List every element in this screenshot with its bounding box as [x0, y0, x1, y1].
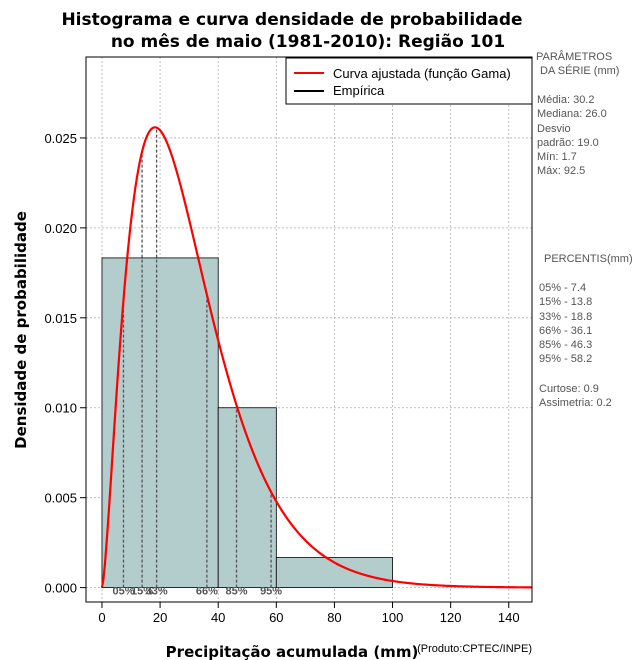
percentile-line: 95% - 58.2: [539, 353, 592, 365]
percentile-label-05: 05%: [112, 586, 134, 598]
stat-line: Mín: 1.7: [537, 151, 577, 163]
x-tick-label: 100: [382, 610, 404, 625]
legend: Curva ajustada (função Gama) Empírica: [285, 57, 533, 105]
y-tick-label: 0.005: [44, 491, 77, 506]
percentile-line: 15% - 13.8: [539, 296, 592, 308]
x-axis-label: Precipitação acumulada (mm): [166, 643, 419, 660]
percentile-line: 66% - 36.1: [539, 325, 592, 337]
percentiles-header: PERCENTIS(mm): [544, 253, 633, 265]
x-tick-label: 20: [153, 610, 167, 625]
kurtosis-line: Curtose: 0.9: [539, 383, 599, 395]
percentile-label-85: 85%: [225, 586, 247, 598]
x-axis: 0 20 40 60 80 100 120 140: [98, 602, 520, 625]
percentiles-panel: PERCENTIS(mm) 05% - 7.4 15% - 13.8 33% -…: [539, 253, 633, 409]
stat-line: Mediana: 26.0: [537, 108, 607, 120]
y-tick-label: 0.000: [44, 581, 77, 596]
x-tick-label: 120: [440, 610, 462, 625]
stat-line: Máx: 92.5: [537, 165, 585, 177]
percentile-label-33: 33%: [146, 586, 168, 598]
x-tick-label: 60: [269, 610, 283, 625]
y-axis-label: Densidade de probabilidade: [12, 211, 30, 449]
gamma-curve: [100, 126, 532, 589]
x-tick-label: 140: [498, 610, 520, 625]
parameters-header-1: PARÂMETROS: [536, 50, 612, 63]
x-tick-label: 80: [327, 610, 341, 625]
percentile-label-95: 95%: [260, 586, 282, 598]
stat-line: Média: 30.2: [537, 94, 594, 106]
parameters-header-2: DA SÉRIE (mm): [540, 64, 619, 77]
stat-line: padrão: 19.0: [537, 137, 599, 149]
x-tick-label: 40: [211, 610, 225, 625]
x-tick-label: 0: [98, 610, 105, 625]
parameters-panel: PARÂMETROS DA SÉRIE (mm) Média: 30.2 Med…: [536, 50, 619, 177]
percentile-line: 33% - 18.8: [539, 311, 592, 323]
y-tick-label: 0.010: [44, 401, 77, 416]
y-tick-label: 0.015: [44, 311, 77, 326]
skewness-line: Assimetria: 0.2: [539, 397, 612, 409]
histogram-bar: [101, 257, 219, 589]
y-tick-label: 0.020: [44, 221, 77, 236]
percentile-label-66: 66%: [196, 586, 218, 598]
y-axis: 0.000 0.005 0.010 0.015 0.020 0.025: [44, 131, 86, 596]
y-tick-label: 0.025: [44, 131, 77, 146]
stat-line: Desvio: [537, 123, 571, 135]
chart-title-line2: no mês de maio (1981-2010): Região 101: [111, 32, 505, 52]
chart-title-line1: Histograma e curva densidade de probabil…: [61, 10, 522, 30]
percentile-labels: 05%15%33% 66% 85% 95%: [112, 586, 282, 598]
percentile-line: 85% - 46.3: [539, 339, 592, 351]
legend-box: [285, 57, 533, 105]
percentile-line: 05% - 7.4: [539, 282, 586, 294]
plot-frame: [85, 56, 533, 603]
legend-label-curve: Curva ajustada (função Gama): [333, 66, 511, 81]
legend-label-empirica: Empírica: [333, 83, 385, 98]
credit-text: (Produto:CPTEC/INPE): [417, 643, 532, 655]
percentile-label-15: 15%: [131, 586, 153, 598]
percentile-lines: [122, 127, 272, 588]
